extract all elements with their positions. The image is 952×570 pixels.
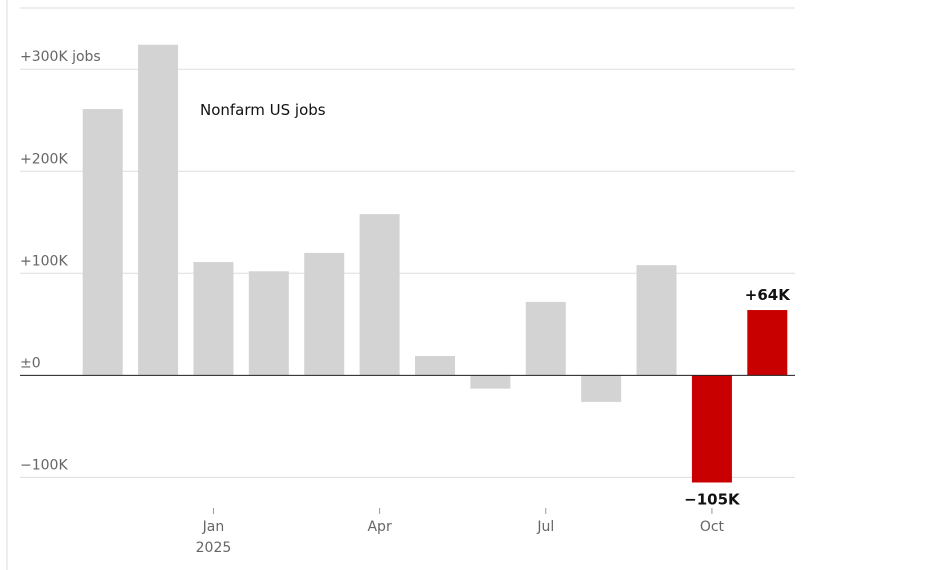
- bar: [636, 265, 677, 376]
- x-tick-label: Jan: [202, 519, 225, 535]
- bar: [138, 44, 179, 376]
- bar: [691, 375, 732, 483]
- value-label: −105K: [684, 490, 741, 508]
- bar: [581, 375, 622, 402]
- bar: [193, 262, 234, 376]
- bar: [304, 252, 345, 376]
- x-year-label: 2025: [196, 540, 232, 556]
- bar: [747, 310, 788, 376]
- chart-title: Nonfarm US jobs: [200, 101, 326, 119]
- y-tick-label: +100K: [20, 253, 68, 269]
- bar: [82, 109, 123, 376]
- y-tick-label: ±0: [20, 355, 41, 371]
- y-tick-label: −100K: [20, 457, 68, 473]
- x-tick-label: Jul: [536, 519, 554, 535]
- x-tick-label: Oct: [700, 519, 725, 535]
- bar: [248, 271, 289, 376]
- bar: [359, 214, 400, 376]
- bar: [525, 301, 566, 376]
- bar: [415, 355, 455, 376]
- x-tick-label: Apr: [367, 519, 391, 535]
- y-tick-label: +300K jobs: [20, 49, 101, 65]
- bar: [470, 375, 511, 389]
- value-label: +64K: [745, 286, 791, 304]
- y-tick-label: +200K: [20, 151, 68, 167]
